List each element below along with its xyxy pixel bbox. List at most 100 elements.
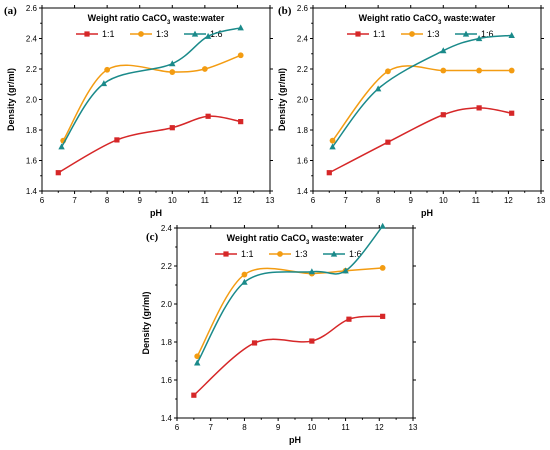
data-point-square <box>223 251 229 257</box>
data-point-square <box>346 316 352 322</box>
legend-label: 1:3 <box>156 29 169 39</box>
data-point-triangle <box>58 143 65 150</box>
x-tick-label: 13 <box>537 196 546 205</box>
data-point-triangle <box>462 30 470 37</box>
data-point-square <box>84 31 90 37</box>
x-axis-title: pH <box>421 208 433 218</box>
data-point-circle <box>201 66 208 72</box>
x-tick-label: 9 <box>408 196 413 205</box>
y-tick-label: 1.4 <box>297 187 309 196</box>
x-axis-title: pH <box>150 208 162 218</box>
data-point-circle <box>379 265 386 271</box>
data-point-circle <box>277 251 283 257</box>
series-line <box>328 107 512 174</box>
data-point-circle <box>241 271 248 278</box>
y-tick-label: 2.6 <box>26 4 38 13</box>
data-point-triangle <box>475 35 483 42</box>
series-line <box>57 115 241 174</box>
data-point-triangle <box>194 359 201 366</box>
legend-label: 1:6 <box>210 29 223 39</box>
x-tick-label: 12 <box>233 196 242 205</box>
x-tick-label: 10 <box>168 196 177 205</box>
legend-label: 1:3 <box>427 29 440 39</box>
x-tick-label: 7 <box>208 423 213 432</box>
x-tick-label: 13 <box>266 196 275 205</box>
legend-title: Weight ratio CaCO3 waste:water <box>227 233 364 246</box>
y-tick-label: 2.0 <box>161 300 173 309</box>
legend-label: 1:1 <box>241 249 254 259</box>
y-tick-label: 1.6 <box>297 157 309 166</box>
data-point-circle <box>476 67 483 74</box>
data-point-square <box>355 31 361 37</box>
data-point-square <box>309 338 315 344</box>
series-line <box>196 225 384 364</box>
data-point-circle <box>194 353 201 360</box>
panel-label: (c) <box>146 231 159 243</box>
legend-title-main: Weight ratio CaCO <box>88 13 167 23</box>
data-point-circle <box>385 68 391 75</box>
data-point-circle <box>169 69 176 75</box>
data-point-triangle <box>100 80 108 87</box>
y-tick-label: 2.6 <box>297 4 309 13</box>
x-tick-label: 9 <box>137 196 142 205</box>
x-tick-label: 8 <box>376 196 381 205</box>
y-tick-label: 1.8 <box>26 126 38 135</box>
data-point-triangle <box>241 278 248 285</box>
x-tick-label: 8 <box>105 196 110 205</box>
data-point-triangle <box>169 60 176 67</box>
y-tick-label: 2.0 <box>297 96 309 105</box>
x-tick-label: 12 <box>504 196 513 205</box>
y-tick-label: 2.0 <box>26 96 38 105</box>
data-point-square <box>440 112 446 118</box>
data-point-square <box>238 119 244 125</box>
data-point-square <box>114 137 120 143</box>
panel-label: (b) <box>278 5 292 17</box>
y-tick-label: 2.4 <box>26 35 38 44</box>
data-point-circle <box>508 67 515 74</box>
data-point-triangle <box>379 222 386 229</box>
x-tick-label: 6 <box>40 196 45 205</box>
data-point-triangle <box>329 143 336 150</box>
legend-label: 1:6 <box>481 29 494 39</box>
y-tick-label: 2.2 <box>26 65 38 74</box>
x-tick-label: 7 <box>72 196 77 205</box>
y-axis-title: Density (gr/ml) <box>277 68 287 131</box>
series-line <box>331 34 512 148</box>
legend-label: 1:3 <box>295 249 308 259</box>
legend-label: 1:6 <box>349 249 362 259</box>
data-point-circle <box>138 31 144 37</box>
y-tick-label: 2.2 <box>297 65 309 74</box>
data-point-circle <box>409 31 415 37</box>
data-point-triangle <box>191 30 199 37</box>
data-point-square <box>169 125 175 131</box>
chart-panel: 6 7 8 9 10 11 12 13 1.4 1.6 1.8 2.0 2.2 2.4 2.6 pH Densi… <box>277 4 546 218</box>
legend-title-subscript: 3 <box>306 240 310 246</box>
legend-label: 1:1 <box>373 29 386 39</box>
data-point-square <box>385 139 391 145</box>
y-tick-label: 1.4 <box>161 414 173 423</box>
legend-title-subscript: 3 <box>167 20 171 26</box>
legend-label: 1:1 <box>102 29 115 39</box>
legend-title-main: Weight ratio CaCO <box>227 233 306 243</box>
chart-panel: 6 7 8 9 10 11 12 13 1.4 1.6 1.8 2.0 2.2 2.4 2.6 pH Densi… <box>4 4 275 218</box>
chart-panel: 6 7 8 9 10 11 12 13 1.4 1.6 1.8 2.0 2.2 2.4 pH Density … <box>141 222 418 445</box>
legend-title-rest: waste:water <box>170 13 225 23</box>
data-point-circle <box>104 66 111 73</box>
data-point-triangle <box>308 268 316 275</box>
data-point-triangle <box>440 47 447 54</box>
data-point-triangle <box>374 85 382 92</box>
panel-label: (a) <box>4 5 17 17</box>
y-tick-label: 1.8 <box>297 126 309 135</box>
data-point-square <box>251 340 258 346</box>
data-point-circle <box>329 137 336 144</box>
series-line <box>193 315 383 396</box>
x-tick-label: 10 <box>439 196 448 205</box>
x-tick-label: 9 <box>276 423 281 432</box>
data-point-square <box>205 113 211 119</box>
data-point-square <box>509 110 515 116</box>
x-tick-label: 7 <box>343 196 348 205</box>
data-point-triangle <box>330 250 338 257</box>
x-tick-label: 6 <box>311 196 316 205</box>
data-point-circle <box>440 67 447 74</box>
